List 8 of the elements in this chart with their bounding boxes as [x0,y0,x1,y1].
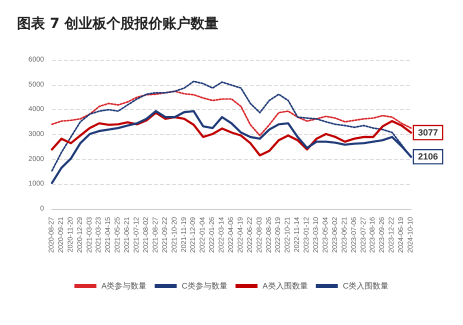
data-label: 2106 [418,152,438,162]
legend-label: C类入围数量 [342,282,389,290]
legend-label: A类入围数量 [262,282,308,290]
data-label: 3077 [418,128,438,138]
legend-label: C类参与数量 [182,282,228,290]
chart-title: 图表 7 创业板个股报价账户数量 [17,15,218,32]
legend-label: A类参与数量 [101,282,147,290]
line-series [51,90,412,136]
